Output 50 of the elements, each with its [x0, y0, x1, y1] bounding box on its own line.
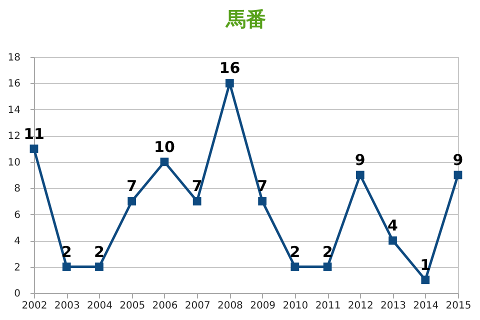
data-label: 9 [354, 151, 366, 169]
point [192, 197, 202, 206]
x-tick-label: 2003 [54, 300, 80, 312]
y-tick-label: 6 [14, 210, 20, 221]
x-tick-label: 2008 [217, 300, 243, 312]
point [323, 262, 332, 271]
data-label: 9 [452, 151, 464, 169]
point [95, 262, 104, 271]
y-tick-label: 12 [8, 131, 20, 142]
x-tick-label: 2010 [282, 300, 308, 312]
x-tick-label: 2015 [446, 300, 472, 312]
x-tick-label: 2014 [413, 300, 439, 312]
point [30, 144, 38, 153]
data-label: 2 [322, 242, 333, 261]
y-tick-label: 2 [14, 262, 20, 274]
point [290, 262, 300, 271]
point [388, 236, 397, 245]
y-tick-label: 14 [8, 104, 20, 116]
data-label: 1 [420, 256, 431, 274]
chart-title: 馬番 [225, 7, 266, 31]
point [226, 79, 234, 88]
x-tick-label: 2002 [22, 300, 48, 312]
x-tick-label: 2009 [250, 300, 276, 312]
x-tick-label: 2005 [120, 300, 146, 312]
y-tick-label: 4 [14, 236, 20, 248]
point [258, 197, 266, 206]
data-label: 2 [94, 242, 104, 261]
x-tick-label: 2013 [380, 300, 406, 312]
point [62, 262, 71, 271]
point [454, 170, 462, 180]
data-label: 11 [24, 124, 44, 143]
y-tick-label: 18 [8, 52, 20, 64]
point [160, 158, 169, 166]
x-tick-label: 2007 [184, 300, 210, 312]
y-tick-label: 16 [8, 78, 20, 90]
data-label: 16 [219, 59, 240, 78]
data-label: 7 [126, 177, 138, 196]
data-label: 4 [388, 216, 398, 235]
x-tick-label: 2012 [348, 300, 374, 312]
x-tick-label: 2004 [87, 300, 112, 312]
x-tick-label: 2006 [152, 300, 178, 312]
point [128, 197, 136, 206]
point [421, 276, 430, 284]
point [356, 170, 364, 180]
y-tick-label: 0 [14, 288, 20, 300]
y-tick-label: 8 [14, 184, 20, 195]
x-tick-label: 2011 [315, 300, 341, 312]
y-tick-label: 10 [8, 157, 20, 168]
data-label: 2 [290, 242, 300, 261]
data-label: 10 [154, 138, 175, 156]
